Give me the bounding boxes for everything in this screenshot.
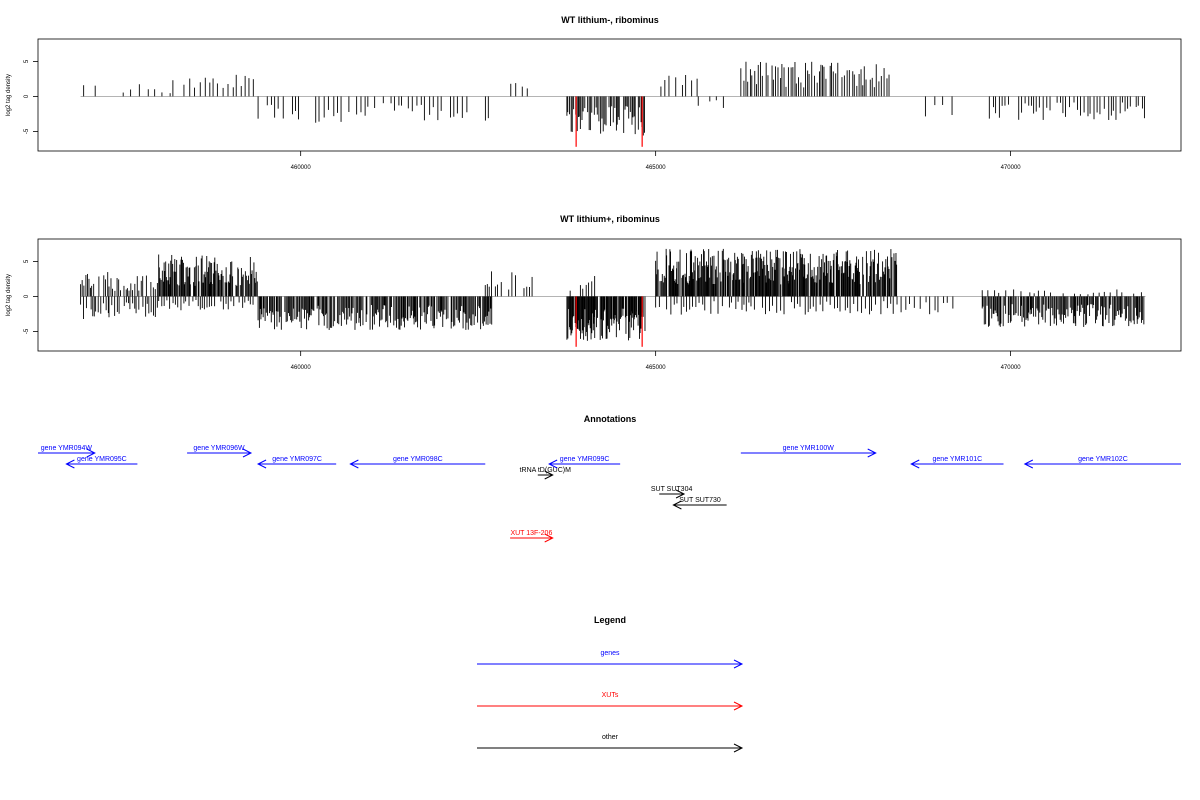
legend-title: Legend	[594, 615, 626, 625]
y-tick-label: -5	[24, 328, 30, 334]
legend-entry: genes	[477, 650, 744, 669]
annotation-feature: SUT SUT730	[672, 497, 727, 510]
feature-label: gene YMR099C	[560, 456, 610, 463]
panel-2-bars	[80, 248, 1146, 347]
feature-arrowhead	[65, 459, 75, 469]
feature-label: gene YMR102C	[1078, 456, 1128, 463]
panel-lithium-plus: WT lithium+, ribominus log2 tag density …	[6, 214, 1182, 371]
panel-2-axes: 460000 465000 470000 -5 0 5	[24, 238, 1182, 371]
y-tick-label: 5	[24, 59, 30, 63]
panel-2-ylabel: log2 tag density	[6, 274, 12, 316]
panel-1-bars	[80, 61, 1146, 147]
legend-arrowhead	[733, 743, 744, 753]
annotation-feature: gene YMR102C	[1023, 456, 1181, 469]
feature-label: gene YMR101C	[933, 456, 983, 463]
legend: Legend genes XUTs other	[477, 615, 744, 753]
x-tick-label: 460000	[291, 165, 312, 171]
panel-1-ylabel: log2 tag density	[6, 74, 12, 116]
feature-label: gene YMR098C	[393, 456, 443, 463]
feature-label: gene YMR094W	[41, 445, 93, 452]
legend-arrowhead	[733, 701, 744, 711]
annotation-features: gene YMR094W gene YMR095C gene YMR096W gene…	[38, 445, 1181, 543]
x-tick-label: 470000	[1001, 165, 1022, 171]
panel-lithium-minus: WT lithium-, ribominus log2 tag density …	[6, 15, 1182, 171]
feature-arrowhead	[1023, 459, 1034, 469]
x-tick-label: 465000	[646, 165, 667, 171]
y-tick-label: 0	[24, 294, 30, 298]
feature-label: gene YMR095C	[77, 456, 127, 463]
annotation-feature: gene YMR098C	[349, 456, 486, 469]
annotation-feature: gene YMR101C	[910, 456, 1004, 469]
annotation-feature: XUT 13F-206	[510, 530, 554, 543]
annotation-feature: gene YMR094W	[38, 445, 96, 458]
legend-entries: genes XUTs other	[477, 650, 744, 753]
y-tick-label: 0	[24, 94, 30, 98]
y-tick-label: 5	[24, 259, 30, 263]
feature-arrowhead	[256, 459, 267, 469]
annotation-feature: gene YMR100W	[740, 445, 877, 458]
annotation-feature: gene YMR097C	[256, 456, 337, 469]
panel-1-title: WT lithium-, ribominus	[561, 15, 659, 25]
panel-2-title: WT lithium+, ribominus	[560, 214, 660, 224]
legend-label: XUTs	[602, 692, 619, 699]
feature-arrowhead	[544, 533, 554, 543]
legend-entry: XUTs	[477, 692, 744, 711]
x-tick-label: 460000	[291, 365, 312, 371]
annotation-feature: SUT SUT304	[651, 486, 693, 499]
legend-entry: other	[477, 734, 744, 753]
feature-arrowhead	[242, 448, 253, 458]
feature-arrowhead	[544, 470, 554, 480]
feature-arrowhead	[672, 500, 682, 510]
feature-label: XUT 13F-206	[510, 530, 552, 537]
annotation-feature: gene YMR095C	[65, 456, 138, 469]
legend-label: other	[602, 734, 619, 741]
feature-arrowhead	[548, 459, 558, 469]
legend-label: genes	[600, 650, 620, 657]
plot-frame	[37, 38, 1182, 152]
panel-1-axes: 460000 465000 470000 -5 0 5	[24, 38, 1182, 171]
legend-arrowhead	[733, 659, 744, 669]
annotation-feature: gene YMR096W	[187, 445, 253, 458]
feature-arrowhead	[349, 459, 359, 469]
feature-arrowhead	[86, 448, 96, 458]
x-tick-label: 465000	[646, 365, 667, 371]
feature-label: SUT SUT304	[651, 486, 693, 493]
feature-label: gene YMR100W	[783, 445, 835, 452]
plot-frame	[37, 238, 1182, 352]
annotation-feature: tRNA tD(GUC)M	[520, 467, 572, 480]
y-tick-label: -5	[24, 128, 30, 134]
x-tick-label: 470000	[1001, 365, 1022, 371]
feature-label: SUT SUT730	[679, 497, 721, 504]
feature-arrowhead	[675, 489, 686, 499]
feature-arrowhead	[867, 448, 877, 458]
feature-arrowhead	[910, 459, 920, 469]
annotation-feature: gene YMR099C	[548, 456, 621, 469]
feature-label: gene YMR096W	[193, 445, 245, 452]
annotations-title: Annotations	[584, 414, 637, 424]
feature-label: gene YMR097C	[272, 456, 322, 463]
feature-label: tRNA tD(GUC)M	[520, 467, 572, 474]
